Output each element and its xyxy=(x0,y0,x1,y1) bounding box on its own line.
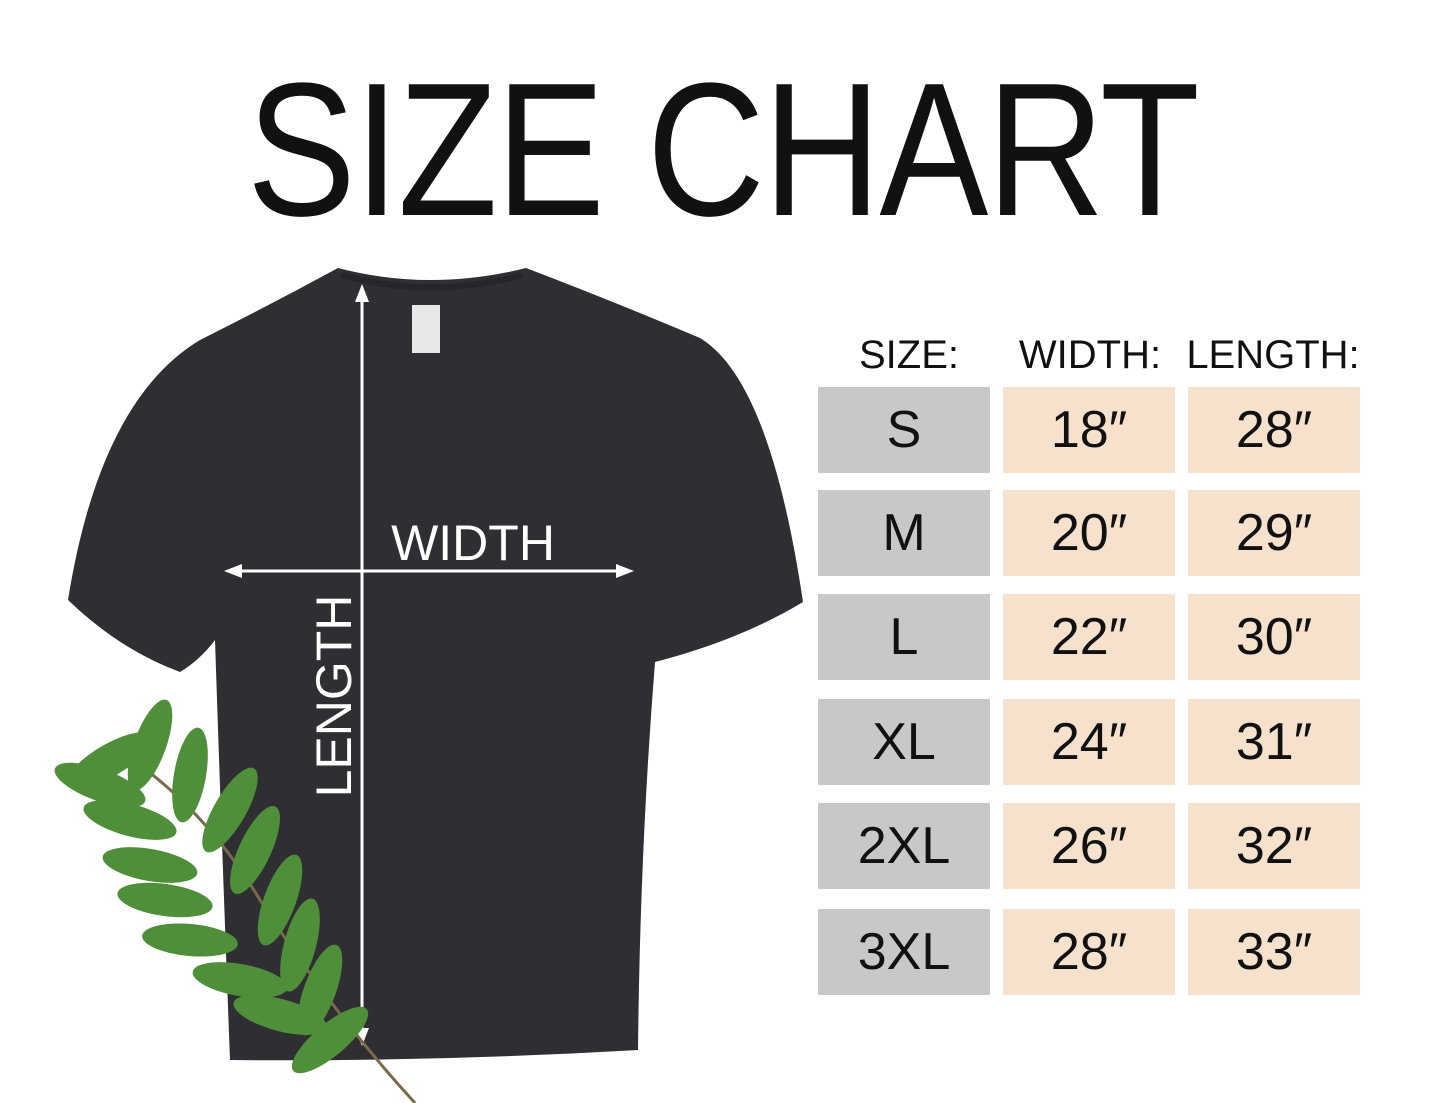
cell-size: M xyxy=(818,490,990,576)
width-arrow xyxy=(224,564,634,578)
cell-length: 28″ xyxy=(1188,387,1360,473)
neck-label-tag xyxy=(412,305,440,353)
page-title: SIZE CHART xyxy=(246,44,1200,256)
cell-width: 24″ xyxy=(1003,699,1175,785)
cell-length: 29″ xyxy=(1188,490,1360,576)
cell-size: XL xyxy=(818,699,990,785)
cell-width: 26″ xyxy=(1003,803,1175,889)
leaf xyxy=(54,762,146,808)
cell-length: 32″ xyxy=(1188,803,1360,889)
leaf xyxy=(83,800,177,840)
leaf xyxy=(233,995,327,1035)
leaf xyxy=(102,847,198,883)
width-label: WIDTH xyxy=(391,515,555,571)
cell-length: 33″ xyxy=(1188,909,1360,995)
header-size: SIZE: xyxy=(858,333,960,377)
leaf xyxy=(291,1006,369,1074)
leaf xyxy=(230,805,280,895)
collar xyxy=(341,272,523,291)
cell-width: 20″ xyxy=(1003,490,1175,576)
leaf-branch-decoration xyxy=(54,699,417,1103)
cell-size: S xyxy=(818,387,990,473)
leaf xyxy=(172,727,208,823)
cell-length: 31″ xyxy=(1188,699,1360,785)
cell-size: L xyxy=(818,594,990,680)
leaf xyxy=(257,854,303,946)
leaf xyxy=(202,767,258,853)
leaf-stem xyxy=(109,743,417,1103)
cell-width: 28″ xyxy=(1003,909,1175,995)
cell-size: 3XL xyxy=(818,909,990,995)
length-label: LENGTH xyxy=(306,595,362,798)
cell-width: 22″ xyxy=(1003,594,1175,680)
header-length: LENGTH: xyxy=(1186,333,1360,377)
leaf xyxy=(127,699,173,791)
leaf xyxy=(117,882,213,918)
cell-length: 30″ xyxy=(1188,594,1360,680)
leaf xyxy=(192,962,288,998)
cell-width: 18″ xyxy=(1003,387,1175,473)
cell-size: 2XL xyxy=(818,803,990,889)
leaf xyxy=(280,898,320,992)
leaf xyxy=(142,923,238,957)
header-width: WIDTH: xyxy=(1018,333,1162,377)
